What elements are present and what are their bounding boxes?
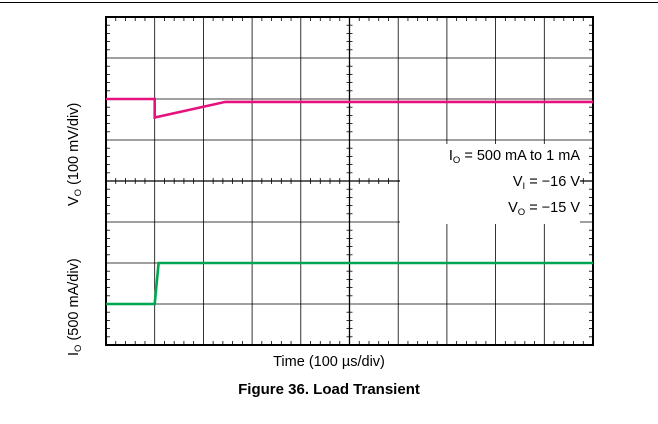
annotation-output-voltage: VO = −15 V <box>508 200 580 218</box>
annotation-load-current: IO = 500 mA to 1 mA <box>448 148 580 166</box>
annotation-input-voltage: VI = −16 V <box>512 174 580 192</box>
figure-caption: Figure 36. Load Transient <box>238 381 420 398</box>
voltage-trace <box>106 97 593 120</box>
current-trace <box>106 261 593 306</box>
top-rule <box>0 2 658 3</box>
y-axis-label-current: IO (500 mA/div) <box>66 258 84 356</box>
test-conditions-box: IO = 500 mA to 1 mA VI = −16 V VO = −15 … <box>400 144 580 224</box>
x-axis-label: Time (100 µs/div) <box>273 354 385 370</box>
y-axis-label-voltage: VO (100 mV/div) <box>66 102 84 206</box>
